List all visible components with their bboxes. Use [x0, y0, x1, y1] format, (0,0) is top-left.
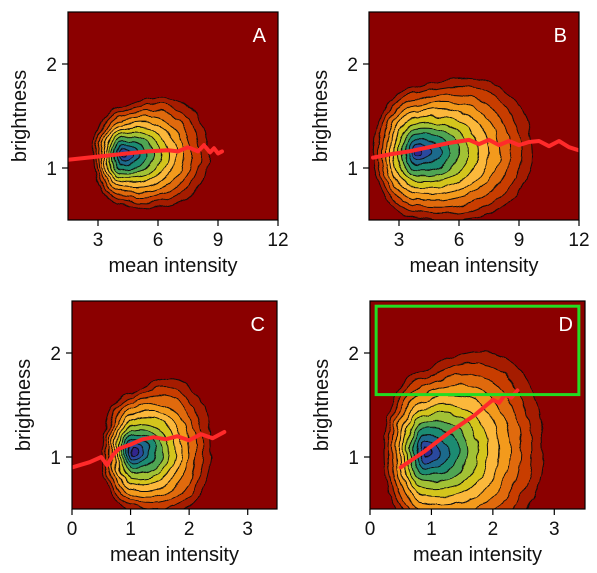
y-tick-label: 1 — [348, 448, 359, 469]
panel-d: 0 1 2 3 1 2 mean intensity brightness D — [311, 300, 586, 566]
panel-letter: D — [559, 314, 573, 336]
x-axis-title: mean intensity — [109, 255, 238, 277]
x-tick-label: 2 — [488, 519, 499, 540]
contour-band-12 — [131, 447, 139, 456]
x-axis-title: mean intensity — [110, 544, 239, 566]
plot-frame — [368, 11, 580, 221]
x-tick-label: 3 — [394, 230, 405, 251]
roi-box — [374, 304, 581, 397]
x-tick-label: 9 — [213, 230, 224, 251]
y-axis-title: brightness — [310, 70, 332, 162]
x-tick-label: 0 — [67, 519, 78, 540]
y-tick-label: 1 — [50, 448, 61, 469]
x-axis-title: mean intensity — [413, 544, 542, 566]
x-tick-label: 2 — [184, 519, 195, 540]
y-tick-label: 2 — [347, 55, 358, 76]
density-contours — [102, 378, 212, 509]
x-tick-label: 6 — [153, 230, 164, 251]
x-axis-title: mean intensity — [410, 255, 539, 277]
trend-line — [72, 430, 227, 470]
x-tick-label: 1 — [426, 519, 437, 540]
y-tick-label: 2 — [46, 55, 57, 76]
y-axis-title: brightness — [13, 359, 35, 451]
x-tick-label: 3 — [93, 230, 104, 251]
y-axis-title: brightness — [311, 359, 333, 451]
plot-frame — [67, 11, 279, 221]
plot-frame — [369, 300, 586, 510]
y-tick-label: 2 — [50, 344, 61, 365]
panel-letter: C — [251, 314, 265, 336]
panel-letter: A — [253, 25, 267, 47]
plot-frame — [71, 300, 278, 510]
panel-letter: B — [554, 25, 567, 47]
trend-line — [68, 143, 224, 162]
panel-c: 0 1 2 3 1 2 mean intensity brightness C — [13, 300, 278, 566]
x-tick-label: 6 — [454, 230, 465, 251]
x-tick-label: 12 — [568, 230, 589, 251]
density-contours — [383, 350, 544, 509]
x-tick-label: 9 — [514, 230, 525, 251]
y-tick-label: 1 — [46, 159, 57, 180]
y-tick-label: 1 — [347, 159, 358, 180]
x-tick-label: 0 — [365, 519, 376, 540]
x-tick-label: 1 — [125, 519, 136, 540]
y-tick-label: 2 — [348, 344, 359, 365]
density-contours — [373, 77, 533, 220]
x-tick-label: 3 — [549, 519, 560, 540]
x-tick-label: 12 — [267, 230, 288, 251]
x-tick-label: 3 — [242, 519, 253, 540]
y-axis-title: brightness — [9, 70, 31, 162]
trend-line — [371, 137, 579, 160]
